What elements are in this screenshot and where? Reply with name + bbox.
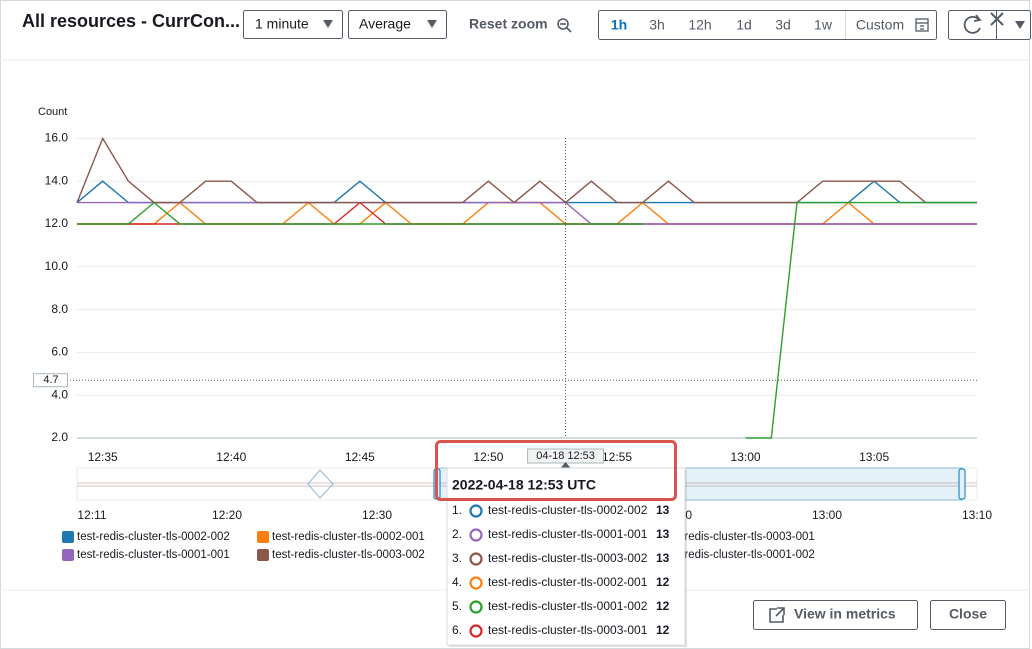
legend-label[interactable]: test-redis-cluster-tls-0002-001 <box>272 531 425 543</box>
view-in-metrics-button[interactable] <box>753 600 918 630</box>
range-group <box>598 10 937 40</box>
refresh-icon-arrow <box>973 14 982 22</box>
tooltip-title: 2022-04-18 12:53 UTC <box>452 477 596 493</box>
navigator-handle[interactable] <box>958 468 966 500</box>
legend-swatch <box>257 531 269 543</box>
tooltip-series: test-redis-cluster-tls-0002-002 <box>488 503 648 517</box>
legend-label[interactable]: test-redis-cluster-tls-0003-001 <box>662 531 815 543</box>
range-option[interactable]: 3h <box>649 17 665 33</box>
range-option[interactable]: 1w <box>814 17 833 33</box>
y-axis-label: Count <box>38 106 67 118</box>
y-tick-label: 8.0 <box>51 302 68 316</box>
y-tick-label: 16.0 <box>45 131 69 145</box>
refresh-caret[interactable] <box>1015 21 1025 29</box>
caret <box>427 20 437 28</box>
navigator-tick-label: 12:11 <box>77 508 106 522</box>
tooltip-value: 12 <box>656 599 670 613</box>
tooltip-rank: 6. <box>452 623 462 637</box>
y-tick-label: 14.0 <box>45 173 69 187</box>
tooltip-marker <box>469 504 483 518</box>
legend-label[interactable]: test-redis-cluster-tls-0003-002 <box>272 549 425 561</box>
series-line <box>76 136 977 204</box>
series-line <box>77 201 977 439</box>
zoom-icon <box>557 18 572 33</box>
period-select[interactable] <box>243 10 343 39</box>
tooltip-rank: 5. <box>452 599 462 613</box>
y-tick-label: 6.0 <box>51 345 68 359</box>
legend-label[interactable]: test-redis-cluster-tls-0001-001 <box>77 549 230 561</box>
y-tick-label: 12.0 <box>45 216 69 230</box>
range-option[interactable]: 12h <box>688 17 711 33</box>
tooltip-series: test-redis-cluster-tls-0001-002 <box>488 599 648 613</box>
series-line <box>77 201 977 225</box>
x-tick-label: 12:45 <box>345 450 375 464</box>
y-tick-label: 4.0 <box>51 387 68 401</box>
range-option[interactable]: 1d <box>736 17 752 33</box>
tooltip-marker <box>469 600 483 614</box>
tooltip-rank: 3. <box>452 551 462 565</box>
tooltip-value: 13 <box>656 527 670 541</box>
statistic-value: Average <box>359 16 411 32</box>
x-tick-label: 12:55 <box>602 450 632 464</box>
range-option[interactable]: Custom <box>856 17 904 33</box>
tooltip-marker <box>469 552 483 566</box>
tooltip-series: test-redis-cluster-tls-0001-001 <box>488 527 648 541</box>
tooltip-series: test-redis-cluster-tls-0003-001 <box>488 623 648 637</box>
x-tick-label: 12:40 <box>216 450 246 464</box>
tooltip-rank: 2. <box>452 527 462 541</box>
navigator-tick-label: 12:20 <box>212 508 242 522</box>
navigator-tick-label: 13:10 <box>962 508 992 522</box>
tooltip-value: 12 <box>656 575 670 589</box>
navigator-tick-label: 12:30 <box>362 508 392 522</box>
external-icon <box>769 607 785 623</box>
tooltip: 2022-04-18 12:53 UTC 1. test-redis-cluster… <box>435 440 687 647</box>
statistic-select[interactable] <box>348 10 447 39</box>
navigator-peak <box>307 469 334 499</box>
view-in-metrics-label: View in metrics <box>794 606 896 622</box>
tooltip-marker <box>469 576 483 590</box>
threshold-label-box <box>33 373 68 388</box>
y-tick-label: 2.0 <box>51 430 68 444</box>
tooltip-value: 13 <box>656 551 670 565</box>
legend-label[interactable]: test-redis-cluster-tls-0001-002 <box>662 549 815 561</box>
tooltip-marker <box>469 624 483 638</box>
close-icon[interactable] <box>990 12 1004 26</box>
range-option[interactable]: 1h <box>611 17 627 33</box>
period-value: 1 minute <box>255 16 309 32</box>
legend-swatch <box>257 549 269 561</box>
cursor-pointer <box>560 462 571 468</box>
close-label: Close <box>949 606 987 622</box>
cursor-label: 04-18 12:53 <box>536 450 595 462</box>
caret <box>323 20 333 28</box>
y-tick-label: 10.0 <box>45 259 69 273</box>
tooltip-marker <box>469 528 483 542</box>
legend-swatch <box>62 531 74 543</box>
x-tick-label: 13:05 <box>859 450 889 464</box>
legend-label[interactable]: test-redis-cluster-tls-0002-002 <box>77 531 230 543</box>
tooltip-box <box>446 467 686 646</box>
range-option[interactable]: 3d <box>775 17 791 33</box>
tooltip-rank: 1. <box>452 503 462 517</box>
legend-swatch <box>62 549 74 561</box>
navigator-tick-label: 13:00 <box>812 508 842 522</box>
tooltip-series: test-redis-cluster-tls-0003-002 <box>488 551 648 565</box>
x-tick-label: 12:35 <box>88 450 118 464</box>
x-tick-label: 13:00 <box>731 450 761 464</box>
refresh-icon <box>963 15 981 34</box>
reset-zoom[interactable]: Reset zoom <box>469 16 548 32</box>
close-button[interactable] <box>930 600 1006 630</box>
tooltip-value: 12 <box>656 623 670 637</box>
dialog-title: All resources - CurrCon... <box>22 11 240 31</box>
tooltip-rank: 4. <box>452 575 462 589</box>
x-tick-label: 12:50 <box>473 450 503 464</box>
highlight-box <box>435 440 677 501</box>
calendar-icon <box>915 18 929 32</box>
tooltip-value: 13 <box>656 503 670 517</box>
threshold-label: 4.7 <box>43 374 58 386</box>
tooltip-series: test-redis-cluster-tls-0002-001 <box>488 575 648 589</box>
